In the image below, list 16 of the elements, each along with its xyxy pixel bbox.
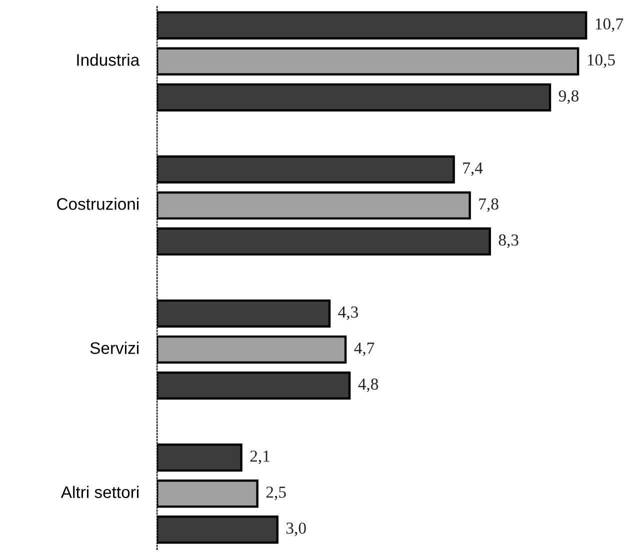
y-tick-label: Servizi xyxy=(90,342,138,354)
data-label: 3,0 xyxy=(286,522,306,536)
data-label: 8,3 xyxy=(498,234,518,248)
data-label: 2,5 xyxy=(266,486,286,500)
data-label: 7,8 xyxy=(479,198,498,212)
data-label: 2,1 xyxy=(250,450,270,464)
data-label: 7,4 xyxy=(463,162,483,176)
data-label: 10,5 xyxy=(588,54,615,68)
data-label: 4,3 xyxy=(338,306,358,320)
data-label: 9,8 xyxy=(558,90,579,104)
y-tick-label: Altri settori xyxy=(60,486,138,498)
data-label: 10,7 xyxy=(596,18,624,32)
y-tick-label: Industria xyxy=(77,54,140,66)
data-label: 4,8 xyxy=(358,378,378,392)
y-tick-label: Costruzioni xyxy=(57,198,138,210)
data-label: 4,7 xyxy=(354,342,374,356)
